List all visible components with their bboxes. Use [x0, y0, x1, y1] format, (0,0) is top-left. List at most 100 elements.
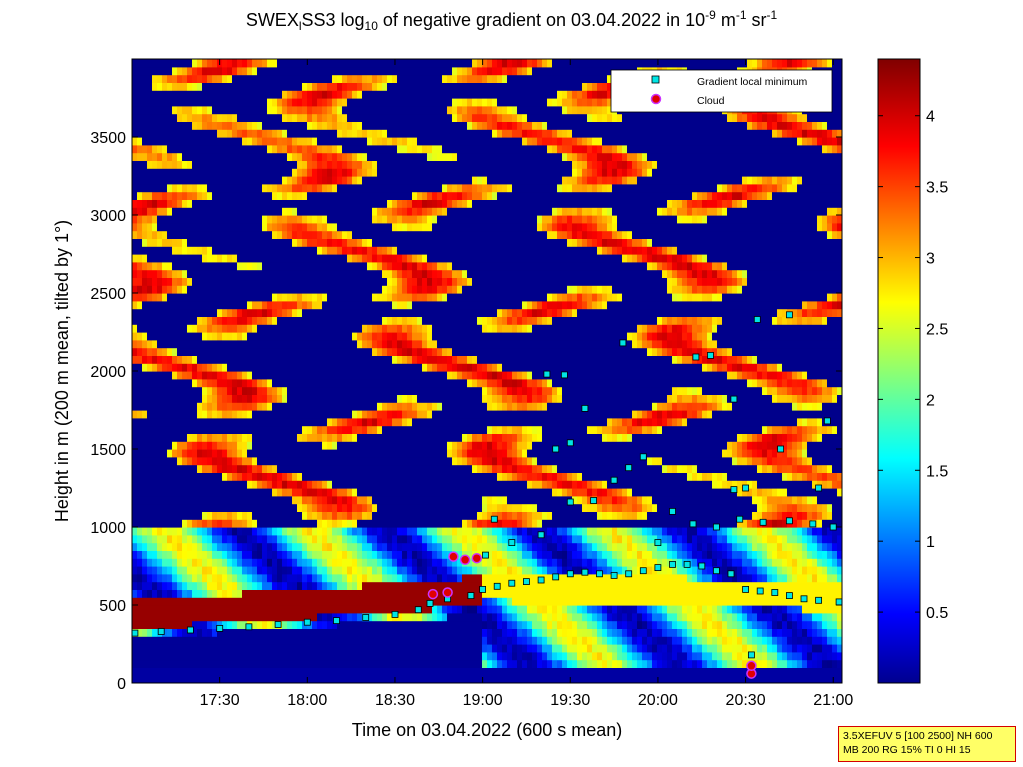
- heatmap-cell: [337, 550, 343, 559]
- heatmap-cell: [182, 105, 188, 115]
- heatmap-cell: [272, 246, 278, 255]
- heatmap-cell: [392, 66, 398, 76]
- heatmap-cell: [377, 222, 383, 232]
- heatmap-cell: [217, 230, 223, 239]
- heatmap-cell: [347, 371, 353, 380]
- heatmap-cell: [132, 160, 138, 169]
- heatmap-cell: [302, 410, 308, 419]
- heatmap-cell: [252, 566, 258, 575]
- heatmap-cell: [427, 137, 433, 146]
- heatmap-cell: [237, 74, 243, 83]
- heatmap-cell: [242, 293, 248, 302]
- heatmap-cell: [157, 417, 163, 427]
- heatmap-cell: [367, 628, 373, 637]
- heatmap-cell: [357, 215, 363, 224]
- heatmap-cell: [142, 542, 148, 551]
- heatmap-cell: [217, 441, 223, 450]
- heatmap-cell: [367, 527, 373, 536]
- heatmap-cell: [227, 394, 233, 403]
- heatmap-cell: [327, 144, 333, 154]
- heatmap-cell: [347, 293, 353, 302]
- heatmap-cell: [172, 651, 178, 661]
- heatmap-cell: [262, 347, 268, 356]
- heatmap-cell: [267, 355, 273, 364]
- heatmap-cell: [362, 550, 368, 559]
- heatmap-cell: [317, 300, 323, 310]
- heatmap-cell: [207, 168, 213, 177]
- heatmap-cell: [152, 558, 158, 567]
- heatmap-cell: [387, 659, 393, 668]
- heatmap-cell: [432, 207, 438, 216]
- heatmap-cell: [387, 628, 393, 637]
- heatmap-cell: [412, 612, 418, 622]
- heatmap-cell: [167, 612, 173, 622]
- heatmap-cell: [207, 620, 213, 629]
- heatmap-cell: [237, 628, 243, 637]
- heatmap-cell: [222, 534, 228, 544]
- heatmap-cell: [427, 472, 433, 481]
- heatmap-cell: [272, 667, 278, 676]
- heatmap-cell: [417, 183, 423, 193]
- heatmap-cell: [222, 82, 228, 91]
- heatmap-cell: [352, 152, 358, 161]
- heatmap-cell: [197, 394, 203, 403]
- heatmap-cell: [337, 129, 343, 138]
- heatmap-cell: [402, 105, 408, 115]
- heatmap-cell: [342, 121, 348, 130]
- heatmap-cell: [412, 90, 418, 99]
- heatmap-cell: [207, 417, 213, 427]
- heatmap-cell: [137, 371, 143, 380]
- heatmap-cell: [422, 464, 428, 473]
- heatmap-cell: [202, 675, 208, 683]
- heatmap-cell: [312, 519, 318, 528]
- heatmap-cell: [392, 534, 398, 544]
- heatmap-cell: [432, 230, 438, 239]
- heatmap-cell: [282, 293, 288, 302]
- heatmap-cell: [187, 511, 193, 520]
- heatmap-cell: [242, 371, 248, 380]
- heatmap-cell: [277, 605, 283, 614]
- heatmap-cell: [142, 339, 148, 349]
- heatmap-cell: [422, 332, 428, 341]
- heatmap-cell: [347, 550, 353, 559]
- heatmap-cell: [382, 628, 388, 637]
- heatmap-cell: [362, 300, 368, 310]
- heatmap-cell: [202, 449, 208, 458]
- heatmap-cell: [282, 667, 288, 676]
- heatmap-cell: [422, 207, 428, 216]
- heatmap-cell: [182, 573, 188, 583]
- heatmap-cell: [407, 558, 413, 567]
- heatmap-cell: [262, 472, 268, 481]
- heatmap-cell: [432, 90, 438, 99]
- heatmap-cell: [267, 105, 273, 115]
- heatmap-cell: [202, 433, 208, 442]
- heatmap-cell: [147, 160, 153, 169]
- heatmap-cell: [182, 589, 188, 598]
- heatmap-cell: [412, 324, 418, 333]
- heatmap-cell: [232, 651, 238, 661]
- heatmap-cell: [367, 472, 373, 481]
- heatmap-cell: [347, 129, 353, 138]
- heatmap-cell: [152, 332, 158, 341]
- heatmap-cell: [282, 152, 288, 161]
- heatmap-cell: [192, 191, 198, 200]
- heatmap-cell: [132, 371, 138, 380]
- heatmap-cell: [312, 129, 318, 138]
- heatmap-cell: [427, 456, 433, 466]
- heatmap-cell: [442, 659, 448, 668]
- heatmap-cell: [357, 612, 363, 622]
- heatmap-cell: [227, 433, 233, 442]
- heatmap-cell: [402, 347, 408, 356]
- heatmap-cell: [147, 456, 153, 466]
- heatmap-cell: [197, 605, 203, 614]
- heatmap-cell: [342, 82, 348, 91]
- heatmap-cell: [357, 605, 363, 614]
- heatmap-cell: [382, 316, 388, 325]
- heatmap-cell: [247, 573, 253, 583]
- heatmap-cell: [437, 620, 443, 629]
- heatmap-cell: [412, 550, 418, 559]
- heatmap-cell: [282, 332, 288, 341]
- heatmap-cell: [342, 511, 348, 520]
- heatmap-cell: [232, 542, 238, 551]
- heatmap-cell: [287, 230, 293, 239]
